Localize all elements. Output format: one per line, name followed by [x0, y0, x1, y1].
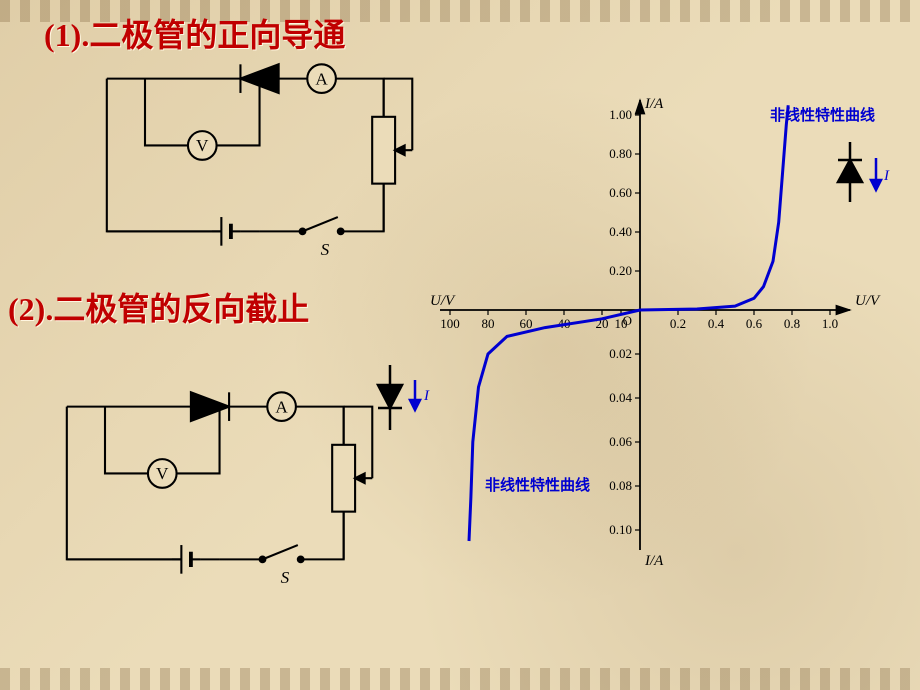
svg-text:0.60: 0.60 — [609, 185, 632, 200]
svg-text:0.04: 0.04 — [609, 390, 632, 405]
current-label-2: I — [423, 388, 430, 404]
curve-label-top: 非线性特性曲线 — [770, 106, 875, 124]
iv-chart: 0.20.40.60.81.010204060801000.200.400.60… — [430, 90, 910, 570]
curve-label-bottom: 非线性特性曲线 — [485, 476, 590, 494]
current-label-1: I — [883, 168, 890, 184]
svg-text:1.0: 1.0 — [822, 316, 838, 331]
svg-text:0.06: 0.06 — [609, 434, 632, 449]
svg-text:0.20: 0.20 — [609, 263, 632, 278]
ammeter-label: A — [315, 69, 328, 88]
svg-text:0.08: 0.08 — [609, 478, 632, 493]
x-axis-label-left: U/V — [430, 293, 456, 309]
switch-label: S — [321, 240, 330, 259]
svg-text:0.8: 0.8 — [784, 316, 800, 331]
svg-text:0.4: 0.4 — [708, 316, 725, 331]
y-axis-label-bottom: I/A — [644, 553, 664, 569]
decorative-border-bottom — [0, 668, 920, 690]
title-2: (2).二极管的反向截止 — [8, 284, 378, 330]
diode-symbol-forward: I — [838, 142, 890, 202]
svg-text:0.40: 0.40 — [609, 224, 632, 239]
svg-text:80: 80 — [482, 316, 495, 331]
svg-text:1.00: 1.00 — [609, 107, 632, 122]
ammeter-label-2: A — [275, 397, 288, 416]
svg-text:0.2: 0.2 — [670, 316, 686, 331]
svg-text:0.80: 0.80 — [609, 146, 632, 161]
svg-text:0.10: 0.10 — [609, 522, 632, 537]
switch-label-2: S — [281, 568, 290, 587]
origin-label: O — [623, 313, 632, 328]
circuit-forward: A V S — [80, 50, 420, 260]
voltmeter-label-2: V — [156, 464, 169, 483]
voltmeter-label: V — [196, 136, 209, 155]
svg-text:60: 60 — [520, 316, 533, 331]
y-axis-label-top: I/A — [644, 96, 664, 112]
x-axis-label-right: U/V — [855, 293, 881, 309]
svg-text:0.6: 0.6 — [746, 316, 763, 331]
svg-text:100: 100 — [440, 316, 460, 331]
circuit-reverse: A V S — [40, 378, 380, 588]
svg-text:0.02: 0.02 — [609, 346, 632, 361]
